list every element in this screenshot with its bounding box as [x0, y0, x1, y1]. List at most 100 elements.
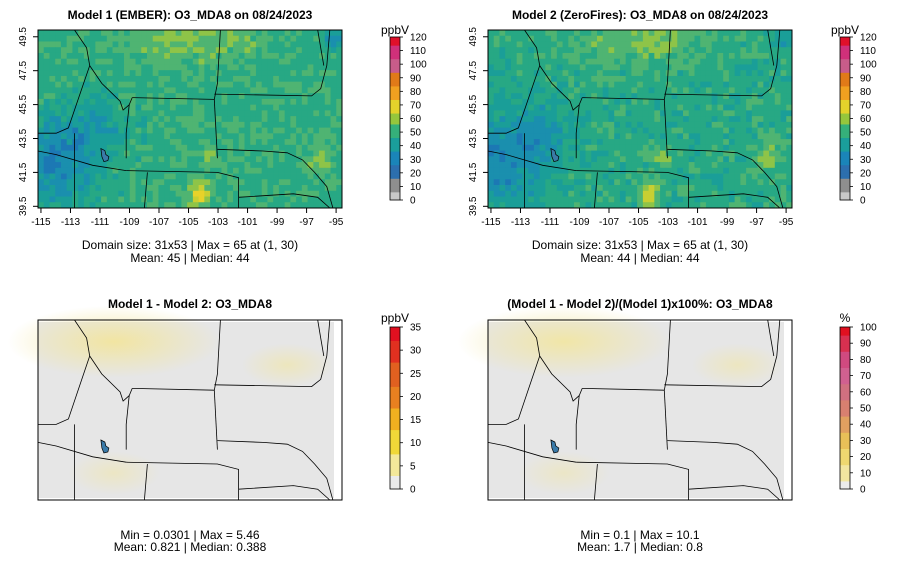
heatmap-cell [660, 110, 667, 117]
heatmap-cell [602, 70, 609, 77]
heatmap-cell [210, 116, 217, 123]
heatmap-cell [757, 64, 764, 71]
heatmap-cell [591, 52, 598, 60]
heatmap-cell [516, 156, 523, 163]
heatmap-cell [688, 75, 695, 83]
heatmap-cell [301, 58, 308, 65]
heatmap-cell [671, 93, 678, 100]
heatmap-cell [585, 104, 592, 111]
heatmap-cell [101, 64, 108, 71]
heatmap-cell [313, 75, 320, 83]
heatmap-cell [711, 47, 718, 54]
heatmap-cell [95, 185, 102, 192]
heatmap-cell [290, 52, 297, 60]
heatmap-cell [198, 190, 205, 197]
heatmap-cell [751, 58, 758, 65]
heatmap-cell [746, 202, 753, 209]
heatmap-cell [89, 190, 96, 197]
legend-color-step [390, 405, 400, 409]
heatmap-cell [556, 64, 563, 71]
legend-color-step [840, 413, 850, 417]
heatmap-cell [648, 75, 655, 83]
heatmap-cell [677, 104, 684, 111]
heatmap-cell [158, 41, 165, 48]
heatmap-cell [671, 104, 678, 111]
legend-color-step [840, 335, 850, 339]
heatmap-cell [608, 127, 615, 134]
heatmap-cell [677, 116, 684, 123]
heatmap-cell [562, 162, 569, 169]
heatmap-cell [631, 121, 638, 129]
heatmap-cell [619, 30, 627, 37]
heatmap-cell [556, 30, 563, 37]
legend-color-step [840, 445, 850, 449]
heatmap-cell [112, 93, 119, 100]
heatmap-cell [146, 81, 154, 88]
heatmap-cell [637, 98, 644, 106]
heatmap-cell [545, 93, 552, 100]
heatmap-cell [198, 30, 205, 37]
heatmap-cell [522, 64, 529, 71]
heatmap-cell [510, 98, 518, 106]
heatmap-cell [528, 30, 535, 37]
legend-color-step [390, 351, 400, 355]
legend-color-step [390, 159, 400, 163]
heatmap-cell [631, 139, 638, 146]
heatmap-cell [124, 116, 131, 123]
heatmap-cell [608, 162, 615, 169]
heatmap-cell [284, 30, 291, 37]
heatmap-cell [510, 58, 518, 65]
heatmap-cell [261, 162, 268, 169]
heatmap-cell [763, 162, 770, 169]
heatmap-cell [273, 190, 280, 197]
heatmap-cell [746, 162, 753, 169]
heatmap-cell [78, 150, 85, 157]
heatmap-cell [66, 116, 73, 123]
heatmap-cell [539, 139, 546, 146]
heatmap-cell [221, 87, 228, 94]
heatmap-cell [556, 190, 563, 197]
heatmap-cell [728, 127, 736, 134]
heatmap-cell [786, 139, 793, 146]
heatmap-cell [642, 70, 650, 77]
heatmap-cell [72, 81, 79, 88]
heatmap-cell [786, 133, 793, 140]
heatmap-cell [198, 58, 205, 65]
heatmap-cell [250, 58, 257, 65]
heatmap-cell [278, 202, 286, 209]
heatmap-cell [152, 139, 159, 146]
heatmap-cell [175, 173, 182, 180]
heatmap-cell [694, 47, 701, 54]
heatmap-cell [330, 167, 337, 174]
heatmap-cell [568, 127, 575, 134]
heatmap-cell [528, 121, 535, 129]
heatmap-cell [72, 98, 79, 106]
heatmap-cell [60, 75, 68, 83]
heatmap-cell [296, 162, 303, 169]
heatmap-cell [648, 133, 655, 140]
heatmap-cell [238, 98, 245, 106]
legend-color-step [840, 61, 850, 65]
heatmap-cell [38, 58, 45, 65]
heatmap-cell [671, 139, 678, 146]
heatmap-cell [198, 150, 205, 157]
heatmap-cell [313, 185, 320, 192]
heatmap-cell [619, 127, 627, 134]
heatmap-cell [324, 70, 331, 77]
heatmap-cell [614, 179, 621, 186]
heatmap-cell [746, 104, 753, 111]
heatmap-cell [255, 75, 263, 83]
heatmap-cell [619, 64, 627, 71]
heatmap-cell [319, 75, 326, 83]
heatmap-cell [187, 58, 194, 65]
heatmap-cell [740, 173, 747, 180]
heatmap-cell [284, 196, 291, 203]
heatmap-cell [786, 87, 793, 94]
state-border-12 [688, 193, 781, 209]
legend-color-step [390, 456, 400, 460]
heatmap-cell [336, 98, 343, 106]
heatmap-cell [261, 116, 268, 123]
heatmap-cell [780, 127, 787, 134]
heatmap-cell [660, 41, 667, 48]
heatmap-cell [101, 93, 108, 100]
